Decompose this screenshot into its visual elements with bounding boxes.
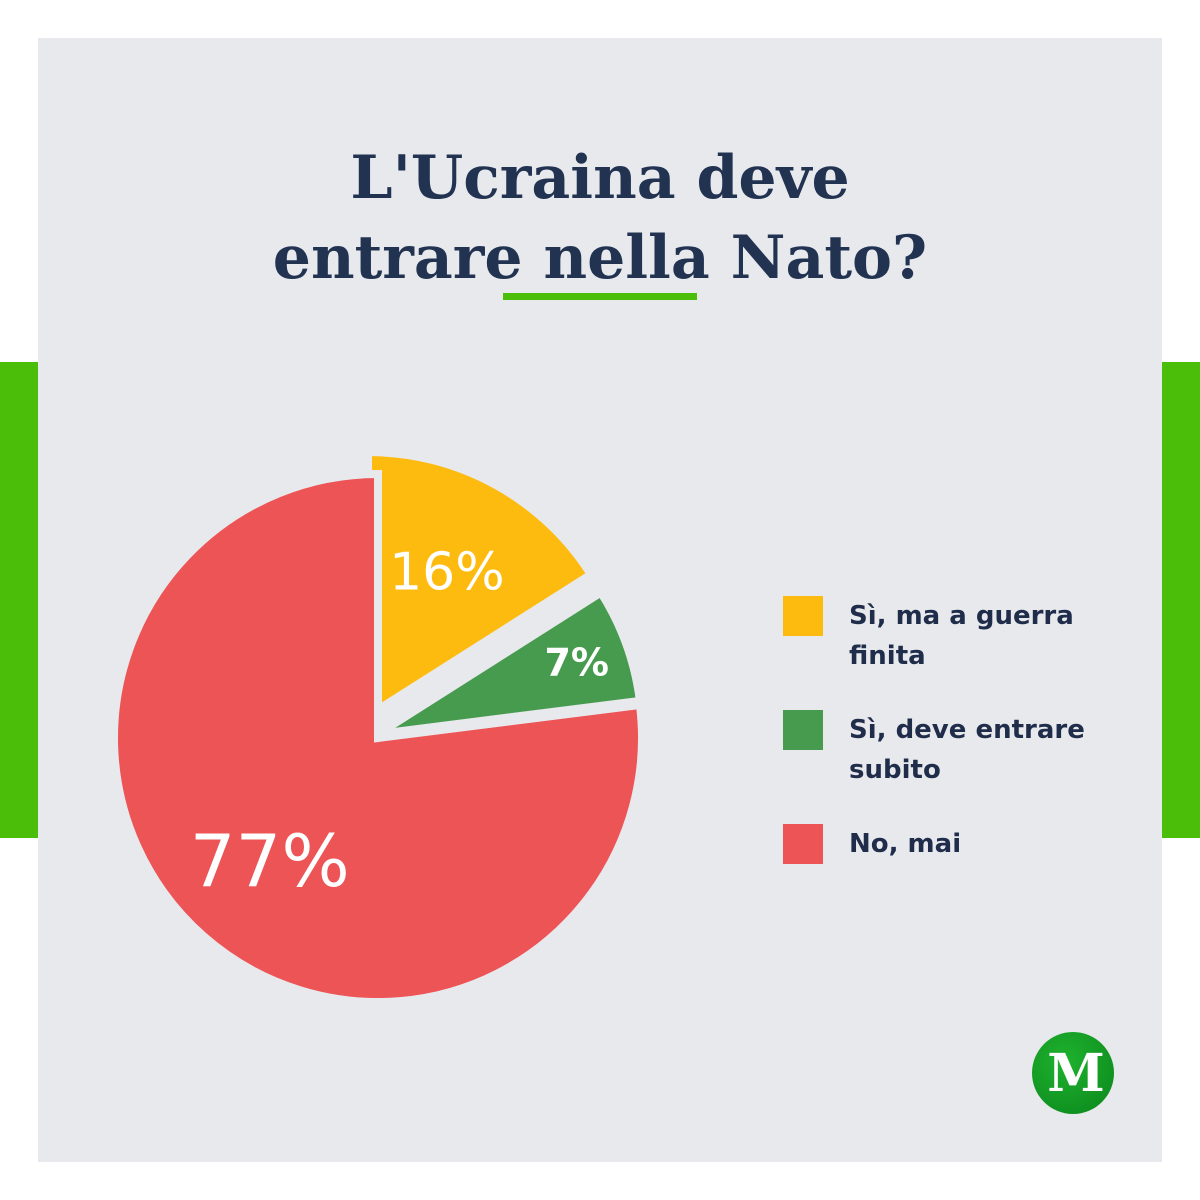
infographic-panel: L'Ucraina deve entrare nella Nato? 16% 7%… [38, 38, 1162, 1162]
title-underline [503, 293, 697, 300]
pie-value-labels: 16% 7% 77% [190, 543, 609, 903]
title-line-1: L'Ucraina deve [350, 143, 850, 213]
pie-slice [375, 587, 645, 738]
legend-item: No, mai [783, 824, 1143, 864]
legend-swatch-green [783, 710, 823, 750]
legend-label: No, mai [849, 829, 962, 859]
legend-swatch-yellow [783, 596, 823, 636]
pie-slice [110, 469, 646, 1006]
chart-title: L'Ucraina deve entrare nella Nato? [38, 138, 1162, 298]
right-accent-bar [1160, 362, 1200, 838]
legend-swatch-red [783, 824, 823, 864]
logo-letter: M [1047, 1043, 1105, 1104]
pie-value-label: 77% [190, 819, 350, 903]
pie-value-label: 16% [389, 543, 505, 603]
title-line-2: entrare nella Nato? [272, 223, 928, 293]
legend-label: Sì, deve entrare subito [849, 715, 1085, 785]
legend-label: Sì, ma a guerra finita [849, 601, 1074, 671]
brand-logo-icon: M [1032, 1032, 1114, 1114]
pie-slice [364, 447, 597, 724]
logo-circle [1032, 1032, 1114, 1114]
chart-legend: Sì, ma a guerra finita Sì, deve entrare … [783, 596, 1143, 898]
pie-slices [110, 447, 646, 1006]
legend-item: Sì, ma a guerra finita [783, 596, 1143, 676]
legend-item: Sì, deve entrare subito [783, 710, 1143, 790]
pie-value-label: 7% [544, 640, 609, 684]
pie-chart: 16% 7% 77% [110, 447, 646, 1006]
left-accent-bar [0, 362, 40, 838]
